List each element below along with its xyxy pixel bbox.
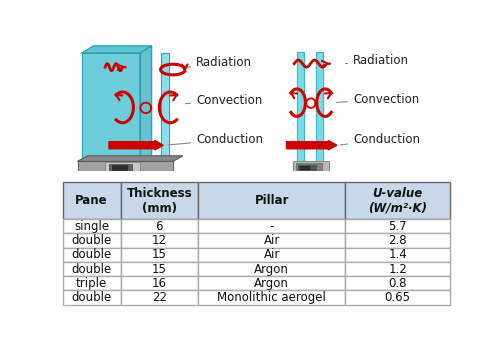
Text: Convection: Convection — [336, 93, 419, 106]
FancyBboxPatch shape — [293, 161, 328, 171]
Text: Radiation: Radiation — [182, 56, 252, 69]
FancyArrow shape — [286, 141, 337, 150]
Text: Radiation: Radiation — [346, 54, 409, 67]
Polygon shape — [78, 161, 173, 171]
Polygon shape — [316, 52, 324, 165]
FancyBboxPatch shape — [112, 165, 127, 170]
Polygon shape — [162, 53, 169, 163]
FancyBboxPatch shape — [300, 166, 310, 170]
Polygon shape — [78, 156, 182, 161]
Text: Conduction: Conduction — [340, 133, 420, 146]
Text: Convection: Convection — [186, 94, 262, 107]
FancyBboxPatch shape — [109, 164, 132, 171]
Polygon shape — [82, 53, 140, 163]
Polygon shape — [297, 52, 304, 165]
FancyBboxPatch shape — [296, 163, 322, 171]
FancyArrow shape — [109, 141, 163, 150]
Text: Conduction: Conduction — [168, 133, 263, 146]
Polygon shape — [140, 46, 151, 163]
FancyBboxPatch shape — [105, 162, 140, 173]
Polygon shape — [82, 46, 152, 53]
FancyBboxPatch shape — [298, 165, 316, 170]
